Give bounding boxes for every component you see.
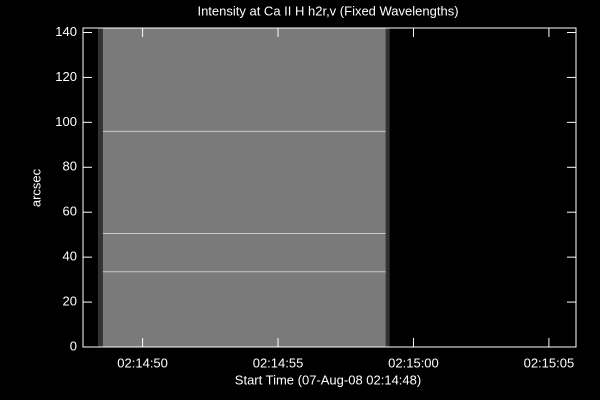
plot-frame <box>82 27 577 348</box>
x-tick-label: 02:14:55 <box>253 355 304 370</box>
y-tick-label: 120 <box>55 69 77 84</box>
y-tick-label: 20 <box>63 294 77 309</box>
y-tick-label: 60 <box>63 204 77 219</box>
image <box>102 28 386 347</box>
x-tick-label: 02:15:05 <box>524 355 575 370</box>
y-tick-label: 100 <box>55 114 77 129</box>
x-tick-label: 02:15:00 <box>388 355 439 370</box>
y-tick-label: 0 <box>70 338 77 353</box>
y-tick-label: 40 <box>63 249 77 264</box>
y-tick-label: 80 <box>63 159 77 174</box>
y-axis-label: arcsec <box>28 168 43 207</box>
x-tick-label: 02:14:50 <box>117 355 168 370</box>
chart-title: Intensity at Ca II H h2r,v (Fixed Wavele… <box>197 3 458 18</box>
x-axis-label: Start Time (07-Aug-08 02:14:48) <box>235 372 421 387</box>
y-tick-label: 140 <box>55 24 77 39</box>
